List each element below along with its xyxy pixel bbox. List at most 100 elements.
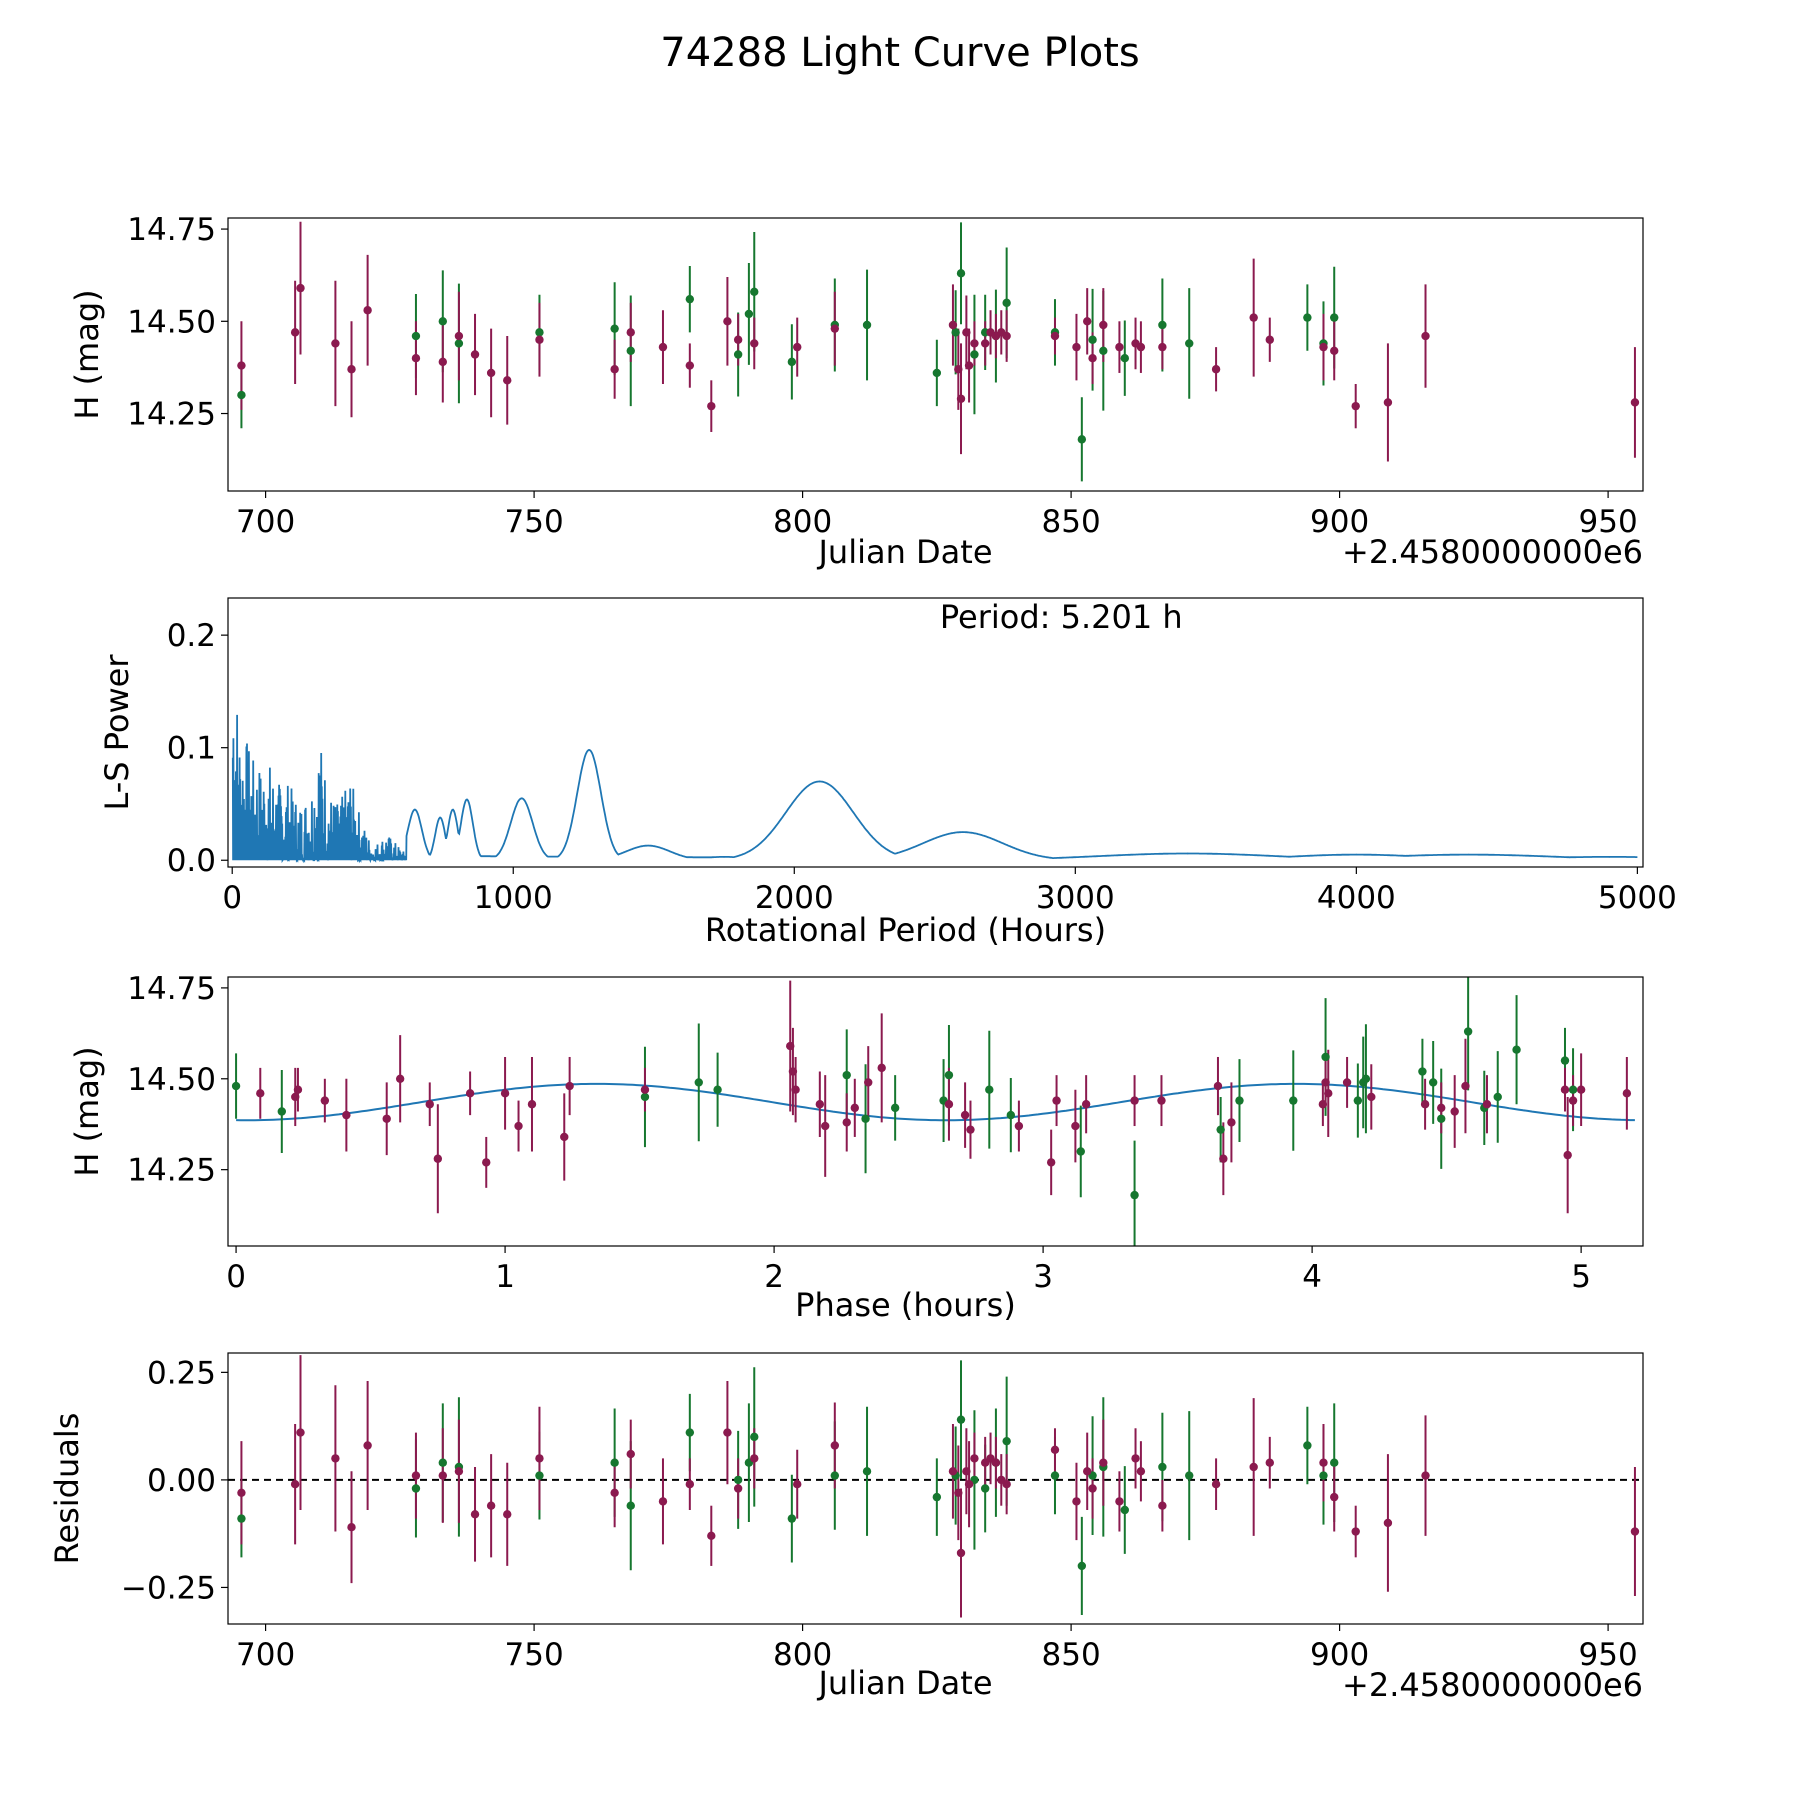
residuals-offset-text: +2.4580000000e6: [1342, 1666, 1643, 1704]
data-point: [320, 1096, 330, 1105]
y-tick-label: 14.25: [127, 397, 216, 433]
data-point: [1351, 401, 1360, 411]
data-point: [1235, 1096, 1244, 1105]
data-point: [1321, 1078, 1330, 1087]
y-tick-label: 0.2: [167, 618, 216, 654]
data-point: [1131, 1454, 1140, 1463]
residuals-y-ticks: −0.25 0.00 0.25: [121, 1355, 228, 1606]
x-tick-label: 0: [222, 880, 242, 916]
panel-phased: 0 1 2 3 4 5 14.25 14.50 14.75 Phase (hours) H (…: [68, 971, 1644, 1324]
data-point: [964, 361, 974, 370]
data-point: [1130, 1096, 1139, 1105]
data-point: [411, 1484, 421, 1493]
data-point: [1318, 1100, 1328, 1109]
data-point: [1185, 339, 1194, 348]
data-point: [1319, 1471, 1328, 1480]
data-point: [1158, 320, 1167, 330]
periodogram-peaks: [413, 749, 1611, 858]
data-point: [470, 350, 480, 359]
data-point: [948, 1467, 958, 1476]
data-point: [951, 328, 960, 337]
data-point: [658, 1497, 668, 1506]
data-point: [970, 339, 979, 348]
data-point: [932, 368, 942, 378]
data-point: [1342, 1078, 1352, 1087]
x-tick-label: 800: [773, 1637, 832, 1673]
data-point: [1249, 1462, 1258, 1472]
data-point: [237, 361, 246, 370]
data-point: [788, 1067, 798, 1076]
x-tick-label: 950: [1579, 1637, 1638, 1673]
residuals-axes-frame: [227, 1352, 1644, 1625]
lightcurve-x-label: Julian Date: [816, 533, 992, 571]
x-tick-label: 5000: [1598, 880, 1677, 916]
periodogram-peak: [962, 831, 964, 834]
x-tick-label: 5: [1571, 1259, 1591, 1295]
data-point: [733, 1475, 743, 1485]
periodogram-y-label: L-S Power: [98, 654, 136, 811]
data-point: [438, 357, 448, 367]
data-point: [1211, 365, 1221, 374]
data-point: [658, 342, 668, 352]
data-point: [985, 1085, 994, 1094]
lightcurve-y-label: H (mag): [68, 289, 106, 419]
data-point: [793, 1479, 802, 1489]
data-point: [830, 1441, 840, 1450]
data-point: [1450, 1107, 1459, 1116]
data-point: [626, 1501, 635, 1510]
data-point: [1088, 353, 1097, 363]
data-point: [1361, 1074, 1371, 1083]
data-point: [411, 1471, 421, 1480]
data-point: [1630, 1527, 1640, 1536]
data-point: [1437, 1103, 1446, 1113]
data-point: [750, 339, 759, 348]
data-point: [454, 339, 464, 348]
x-tick-label: 4000: [1317, 880, 1396, 916]
data-point: [640, 1085, 650, 1094]
data-point: [991, 1458, 1001, 1467]
data-point: [1330, 346, 1339, 356]
panel-lightcurve: 700 750 800 850 900 950 14.25 14.50 14.75 Julia…: [68, 212, 1644, 571]
data-point: [438, 1471, 448, 1480]
data-point: [850, 1103, 859, 1113]
phased-y-ticks: 14.25 14.50 14.75: [127, 971, 228, 1189]
data-point: [707, 1531, 716, 1541]
data-point: [1072, 342, 1081, 352]
data-point: [411, 353, 421, 363]
data-point: [1428, 1078, 1438, 1087]
data-point: [1216, 1125, 1225, 1134]
data-point: [964, 1479, 974, 1489]
x-tick-label: 1000: [474, 880, 553, 916]
data-point: [610, 1488, 619, 1498]
y-tick-label: 14.75: [127, 971, 216, 1007]
data-point: [787, 357, 797, 367]
residuals-y-label: Residuals: [48, 1413, 86, 1565]
data-point: [331, 1454, 340, 1463]
data-point: [944, 1070, 954, 1080]
phased-x-ticks: 0 1 2 3 4 5: [226, 1246, 1591, 1295]
periodogram-axes-frame: [227, 597, 1644, 868]
data-point: [514, 1121, 523, 1131]
data-point: [503, 376, 512, 385]
data-point: [610, 1458, 619, 1467]
data-point: [503, 1510, 512, 1519]
data-point: [744, 309, 754, 319]
data-point: [1077, 1561, 1087, 1571]
data-point: [454, 1467, 464, 1476]
data-point: [956, 1548, 966, 1558]
data-point: [237, 1488, 246, 1498]
phased-y-label: H (mag): [68, 1046, 106, 1176]
data-point: [565, 1081, 574, 1091]
data-point: [1421, 1471, 1430, 1480]
data-point: [256, 1089, 265, 1098]
data-point: [500, 1089, 510, 1098]
periodogram-peak: [1467, 853, 1470, 856]
data-point: [877, 1063, 886, 1073]
data-point: [291, 1092, 300, 1102]
data-point: [482, 1158, 491, 1167]
data-point: [1002, 1479, 1011, 1489]
periodogram-peak: [1608, 855, 1611, 858]
data-point: [1560, 1085, 1570, 1094]
data-point: [1330, 1458, 1339, 1467]
